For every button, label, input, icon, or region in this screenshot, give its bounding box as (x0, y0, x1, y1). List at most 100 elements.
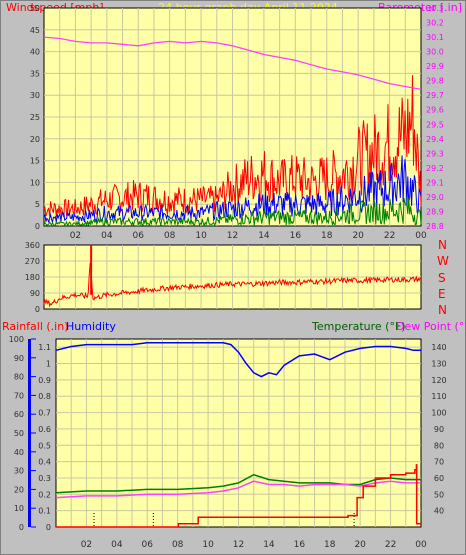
humidity-y-tick-label: 20 (14, 485, 24, 494)
wind-x-tick-label: 18 (321, 231, 333, 241)
wind-direction-chart: 0 90 180 270 360 (25, 241, 422, 314)
humidity-line (55, 342, 421, 378)
rain-y-tick-label: 0.3 (38, 474, 51, 483)
humidity-y-tick-label: 60 (14, 410, 24, 419)
humidity-y-tick-label: 10 (14, 504, 24, 513)
lower-x-tick-label: 14 (263, 540, 275, 550)
lower-x-tick-label: 20 (354, 540, 366, 550)
wind-direction-line (43, 262, 422, 308)
lower-x-tick-label: 00 (415, 540, 427, 550)
rain-y-tick-label: 0.2 (38, 490, 51, 499)
lower-x-tick-label: 08 (172, 540, 184, 550)
humidity-y-tick-label: 70 (14, 391, 24, 400)
wind-x-tick-label: 22 (384, 231, 395, 241)
rain-y-tick-label: 0.1 (38, 507, 51, 516)
dewpoint-line (55, 480, 421, 499)
compass-w-label: W (437, 254, 449, 268)
barometer-y-tick-label: 28.9 (426, 207, 444, 216)
windspeed-average-line (43, 155, 422, 223)
barometer-y-tick-label: 29.8 (426, 77, 444, 86)
humidity-y-tick-label: 100 (9, 335, 24, 344)
rainfall-axis-label: Rainfall (.in) (2, 320, 69, 333)
direction-y-tick-label: 90 (30, 289, 40, 298)
lower-x-tick-label: 18 (324, 540, 336, 550)
temperature-y-tick-label: 140 (431, 343, 446, 352)
wind-y-tick-label: 15 (30, 157, 40, 166)
barometer-y-tick-label: 29.3 (426, 149, 444, 158)
wind-y-tick-label: 50 (30, 4, 40, 13)
wind-y-tick-label: 45 (30, 26, 40, 35)
wind-y-tick-label: 25 (30, 113, 40, 122)
temperature-y-tick-label: 130 (431, 360, 446, 369)
humidity-y-tick-label: 80 (14, 373, 24, 382)
wind-x-tick-label: 20 (352, 231, 364, 241)
barometer-y-tick-label: 30.2 (426, 19, 444, 28)
temperature-y-tick-label: 60 (434, 474, 444, 483)
humidity-y-tick-label: 50 (14, 429, 24, 438)
rain-y-tick-label: 0.9 (38, 376, 51, 385)
rain-y-tick-label: 0.5 (38, 441, 51, 450)
wind-y-tick-label: 35 (30, 69, 40, 78)
compass-s-label: S (438, 271, 446, 285)
wind-y-tick-label: 30 (30, 91, 40, 100)
windspeed-gust-line (43, 75, 422, 218)
temperature-y-tick-label: 80 (434, 441, 444, 450)
wind-y-tick-label: 0 (35, 222, 40, 231)
temperature-line (55, 473, 421, 494)
humidity-y-tick-label: 0 (19, 523, 24, 532)
direction-y-tick-label: 0 (35, 305, 40, 314)
wind-x-tick-label: 00 (415, 231, 427, 241)
wind-y-tick-label: 5 (35, 200, 40, 209)
lower-x-tick-label: 06 (142, 540, 154, 550)
wind-x-tick-label: 12 (227, 231, 238, 241)
rain-y-tick-label: 0.6 (38, 425, 51, 434)
barometer-y-tick-label: 29.5 (426, 120, 444, 129)
barometer-y-tick-label: 29.0 (426, 193, 444, 202)
barometer-y-tick-label: 30.0 (426, 48, 444, 57)
wind-x-tick-label: 06 (133, 231, 145, 241)
rain-y-tick-label: 1 (46, 360, 51, 369)
direction-y-tick-label: 180 (25, 273, 40, 282)
rain-humidity-temperature-chart: 0 0.1 0.2 0.3 0.4 0.5 0.6 0.7 0.8 0.9 1 1.1 0 10 20 30 4… (9, 335, 447, 550)
dewpoint-axis-label: Dew Point (°F) (396, 320, 466, 333)
lower-x-tick-label: 10 (202, 540, 214, 550)
temperature-y-tick-label: 70 (434, 458, 444, 467)
wind-x-tick-label: 04 (101, 231, 113, 241)
temperature-y-tick-label: 90 (434, 425, 444, 434)
barometer-y-tick-label: 29.2 (426, 164, 444, 173)
wind-barometer-chart: 0 5 10 15 20 25 30 35 40 45 50 28.8 28.9 29.0 29.1 29.2… (30, 4, 444, 241)
humidity-scale-bar (28, 339, 31, 527)
barometer-y-tick-label: 30.1 (426, 33, 444, 42)
lower-x-tick-label: 22 (385, 540, 396, 550)
temperature-y-tick-label: 50 (434, 490, 444, 499)
humidity-axis-label: Humidity (66, 320, 116, 333)
direction-y-tick-label: 360 (25, 241, 40, 250)
wind-x-tick-label: 14 (258, 231, 270, 241)
lower-x-tick-label: 12 (233, 540, 244, 550)
barometer-y-tick-label: 29.9 (426, 62, 444, 71)
rain-y-tick-label: 0.7 (38, 409, 51, 418)
rain-y-tick-label: 0.4 (38, 458, 51, 467)
temperature-y-tick-label: 120 (431, 376, 446, 385)
rainfall-line (56, 464, 421, 528)
lower-x-tick-label: 16 (294, 540, 306, 550)
temperature-axis-label: Temperature (°F) (311, 320, 406, 333)
direction-y-tick-label: 270 (25, 257, 40, 266)
barometer-line (43, 36, 422, 91)
humidity-y-tick-label: 40 (14, 448, 24, 457)
barometer-y-tick-label: 28.8 (426, 222, 444, 231)
compass-e-label: E (438, 287, 446, 301)
wind-x-tick-label: 02 (70, 231, 81, 241)
lower-x-tick-label: 04 (111, 540, 123, 550)
wind-x-tick-label: 10 (195, 231, 207, 241)
windspeed-minimum-line (43, 197, 422, 228)
wind-y-tick-label: 40 (30, 48, 40, 57)
compass-n-label: N (438, 238, 447, 252)
rain-y-tick-label: 0 (46, 523, 51, 532)
temperature-y-tick-label: 110 (431, 392, 446, 401)
compass-n-label-bottom: N (438, 303, 447, 317)
temperature-y-tick-label: 40 (434, 507, 444, 516)
rain-y-tick-label: 0.8 (38, 392, 51, 401)
wind-x-tick-label: 16 (290, 231, 302, 241)
